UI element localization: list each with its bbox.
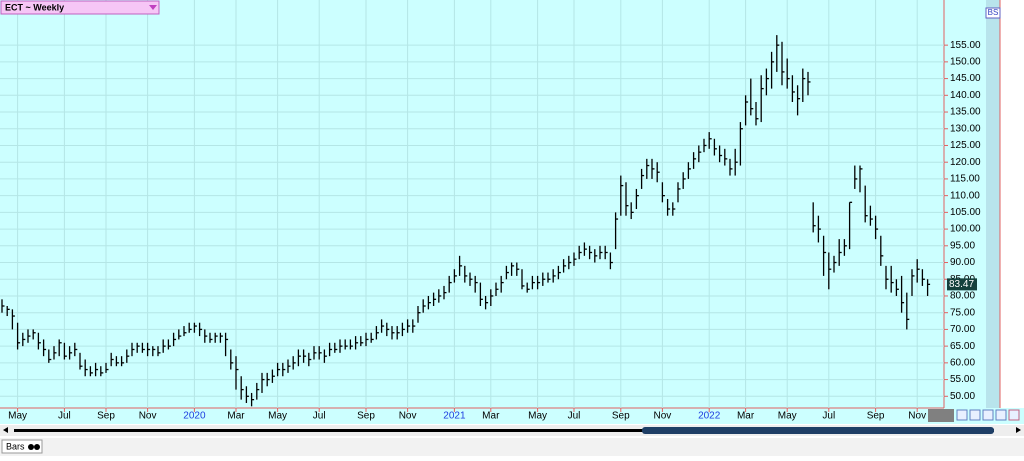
y-tick-label: 130.00: [950, 123, 981, 134]
nav-button[interactable]: [995, 409, 1007, 421]
side-strip: [986, 0, 1000, 408]
y-tick-label: 70.00: [950, 324, 975, 335]
x-tick-label: Nov: [399, 411, 417, 422]
last-price-label: 83.47: [949, 279, 974, 290]
y-tick-label: 150.00: [950, 57, 981, 68]
scroll-right[interactable]: [1016, 427, 1021, 433]
x-tick-label: Sep: [357, 411, 375, 422]
tab-icon: [34, 444, 40, 450]
x-tick-label: Jul: [822, 411, 835, 422]
time-axis: [0, 408, 1024, 424]
x-tick-label: Jul: [58, 411, 71, 422]
nav-button[interactable]: [1008, 409, 1020, 421]
bars: [1, 35, 931, 407]
y-tick-label: 60.00: [950, 357, 975, 368]
scroll-handle[interactable]: [642, 427, 994, 434]
tab-bar: [0, 438, 1024, 456]
grid: [0, 0, 944, 408]
y-tick-label: 75.00: [950, 307, 975, 318]
nav-button[interactable]: [969, 409, 981, 421]
y-tick-label: 135.00: [950, 107, 981, 118]
y-tick-label: 90.00: [950, 257, 975, 268]
tab-icon: [28, 444, 34, 450]
y-tick-label: 145.00: [950, 73, 981, 84]
y-tick-label: 100.00: [950, 224, 981, 235]
x-tick-label: May: [528, 411, 547, 422]
x-tick-label: Jul: [313, 411, 326, 422]
tab-label: Bars: [6, 441, 25, 451]
plot-area: [0, 0, 944, 408]
x-tick-label: Mar: [737, 411, 755, 422]
x-tick-label: Sep: [612, 411, 630, 422]
dropdown-arrow[interactable]: [149, 5, 157, 10]
y-tick-label: 110.00: [950, 190, 980, 201]
y-tick-label: 120.00: [950, 157, 981, 168]
y-tick-label: 65.00: [950, 341, 975, 352]
y-tick-label: 155.00: [950, 40, 981, 51]
x-tick-label: May: [8, 411, 27, 422]
x-tick-label: Nov: [139, 411, 157, 422]
y-tick-label: 105.00: [950, 207, 981, 218]
badge-box[interactable]: [985, 7, 1001, 19]
symbol-box[interactable]: [0, 0, 160, 15]
x-tick-label: Jul: [568, 411, 581, 422]
scroll-track: [14, 429, 994, 432]
x-tick-label: Nov: [908, 411, 926, 422]
y-tick-label: 140.00: [950, 90, 981, 101]
nav-button[interactable]: [982, 409, 994, 421]
x-tick-label: Sep: [97, 411, 115, 422]
x-tick-label: 2021: [443, 411, 466, 422]
x-tick-label: May: [778, 411, 797, 422]
y-tick-label: 115.00: [950, 174, 980, 185]
price-axis: [944, 0, 986, 408]
nav-button[interactable]: [956, 409, 968, 421]
y-tick-label: 50.00: [950, 391, 975, 402]
x-tick-label: 2022: [698, 411, 721, 422]
badge: BS: [988, 8, 999, 17]
y-tick-label: 125.00: [950, 140, 981, 151]
scroll-thumb[interactable]: [928, 409, 954, 422]
y-tick-label: 80.00: [950, 291, 975, 302]
y-tick-label: 95.00: [950, 240, 975, 251]
y-tick-label: 55.00: [950, 374, 975, 385]
scroll-left[interactable]: [3, 427, 8, 433]
chart-title: ECT ~ Weekly: [5, 2, 64, 12]
x-tick-label: Nov: [654, 411, 672, 422]
x-tick-label: 2020: [183, 411, 206, 422]
x-tick-label: May: [268, 411, 287, 422]
last-price-box: [947, 278, 977, 291]
x-tick-label: Mar: [227, 411, 245, 422]
x-tick-label: Mar: [482, 411, 500, 422]
x-tick-label: Sep: [867, 411, 885, 422]
